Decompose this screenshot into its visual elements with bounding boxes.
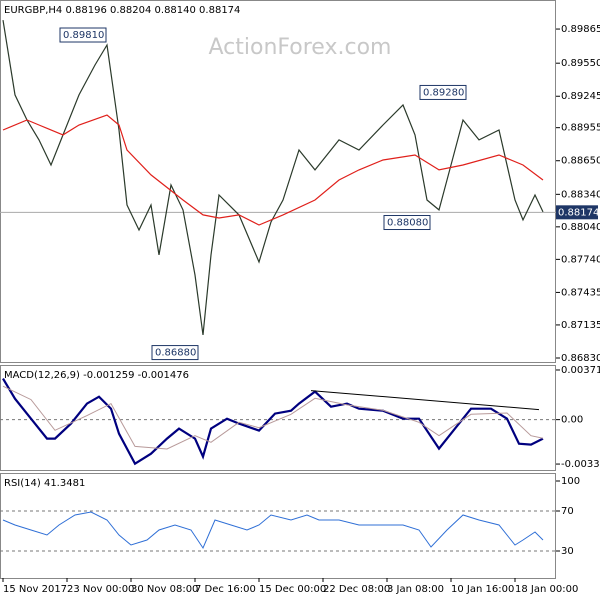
- annotation-label: 0.88080: [387, 218, 428, 229]
- annotation-box: [151, 345, 199, 361]
- x-tick-label: 23 Nov 00:00: [67, 584, 134, 595]
- last-price-box: [556, 205, 598, 220]
- last-price-label: 0.88174: [558, 207, 599, 218]
- y-tick-label: 30: [561, 546, 574, 557]
- x-tick-label: 15 Nov 2017: [3, 584, 67, 595]
- annotation-box: [383, 215, 431, 231]
- x-tick-label: 7 Dec 16:00: [195, 584, 256, 595]
- annotation-box: [419, 84, 467, 100]
- series-line: [2, 511, 544, 550]
- y-tick-label: 0.88340: [561, 189, 600, 200]
- y-tick-label: 0.88040: [561, 222, 600, 233]
- annotation-box: [59, 27, 107, 43]
- y-tick-label: 0.88955: [561, 123, 600, 134]
- y-tick-label: 0.89245: [561, 91, 600, 102]
- y-tick-label: 0.89865: [561, 24, 600, 35]
- x-tick-label: 3 Jan 08:00: [387, 584, 444, 595]
- y-tick-label: 0.88650: [561, 156, 600, 167]
- y-tick-label: 0.89550: [561, 58, 600, 69]
- x-tick-label: 10 Jan 16:00: [451, 584, 514, 595]
- annotation-label: 0.89280: [423, 87, 464, 98]
- y-tick-label: 0.00: [561, 415, 583, 426]
- panel: [0, 473, 556, 579]
- watermark: ActionForex.com: [209, 35, 392, 60]
- y-tick-label: -0.003325: [561, 459, 600, 470]
- series-line: [2, 385, 544, 450]
- y-tick-label: 0.003717: [561, 365, 600, 376]
- panel-title: MACD(12,26,9) -0.001259 -0.001476: [4, 370, 189, 381]
- x-tick-label: 22 Dec 08:00: [323, 584, 390, 595]
- annotation-label: 0.86880: [155, 348, 196, 359]
- x-tick-label: 30 Nov 08:00: [131, 584, 198, 595]
- y-tick-label: 0.87740: [561, 254, 600, 265]
- y-tick-label: 0.87435: [561, 287, 600, 298]
- panel: [0, 365, 556, 471]
- panel: [0, 0, 556, 363]
- x-tick-label: 18 Jan 00:00: [515, 584, 578, 595]
- y-tick-label: 70: [561, 506, 574, 517]
- annotation-label: 0.89810: [63, 30, 104, 41]
- panel-title: RSI(14) 41.3481: [4, 478, 85, 489]
- panel-title: EURGBP,H4 0.88196 0.88204 0.88140 0.8817…: [4, 5, 240, 16]
- series-line: [2, 378, 544, 466]
- x-tick-label: 15 Dec 00:00: [259, 584, 326, 595]
- series-line: [2, 20, 544, 335]
- y-tick-label: 100: [561, 476, 580, 487]
- y-tick-label: 0.86830: [561, 353, 600, 364]
- series-line: [310, 390, 540, 411]
- series-line: [2, 114, 544, 226]
- y-tick-label: 0.87135: [561, 320, 600, 331]
